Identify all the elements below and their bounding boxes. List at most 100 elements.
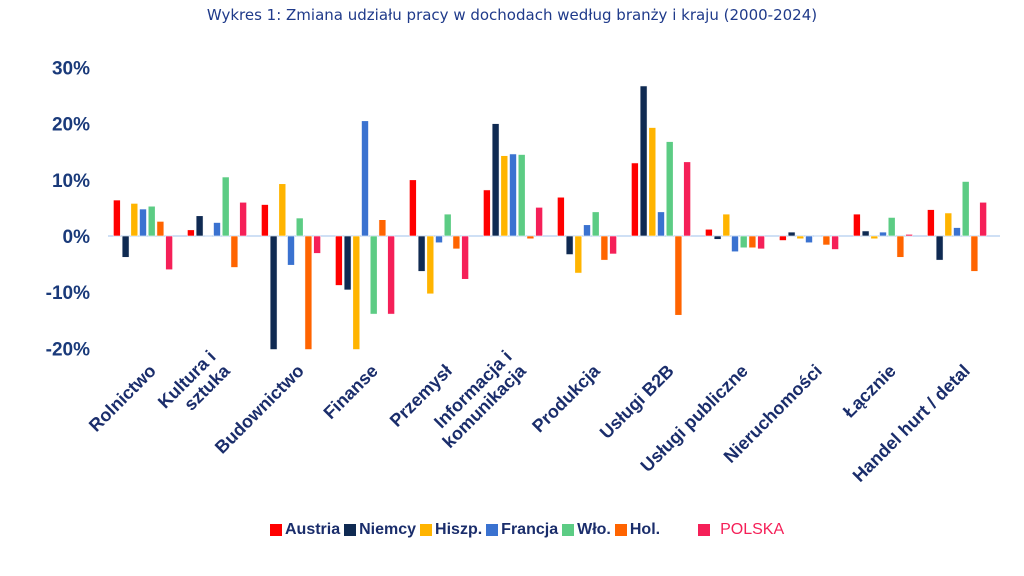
x-tick-label: Kultura isztuka <box>154 346 235 427</box>
legend-swatch <box>344 524 357 536</box>
legend-label: Hol. <box>629 521 661 538</box>
bar-polska <box>313 235 321 254</box>
bar-francja <box>213 222 221 237</box>
bar-wło <box>591 211 600 237</box>
bar-hol <box>526 235 535 240</box>
bar-austria <box>261 204 269 237</box>
bar-niemcy <box>343 235 352 291</box>
bar-wło <box>147 205 156 237</box>
bar-hiszp <box>130 203 139 237</box>
bar-francja <box>139 208 147 237</box>
bar-austria <box>705 228 713 237</box>
bar-francja <box>805 235 813 244</box>
bar-hiszp <box>352 235 361 350</box>
bar-austria <box>927 209 935 237</box>
bar-hiszp <box>574 235 583 274</box>
bar-polska <box>165 235 173 271</box>
bar-austria <box>187 229 195 237</box>
bar-hol <box>748 235 757 249</box>
legend-item: Hiszp. <box>420 521 482 539</box>
bar-wło <box>369 235 378 315</box>
bar-polska <box>683 161 691 237</box>
y-tick-label: 30% <box>52 58 90 79</box>
bar-hol <box>304 235 313 350</box>
bar-wło <box>887 217 896 237</box>
bar-francja <box>287 235 295 266</box>
legend-swatch <box>270 524 282 536</box>
bar-hiszp <box>648 127 657 237</box>
bar-niemcy <box>417 235 426 272</box>
legend-swatch <box>562 524 575 536</box>
bar-niemcy <box>639 85 648 237</box>
legend-label: Wło. <box>577 521 611 538</box>
bar-niemcy <box>861 230 870 237</box>
x-tick-label: Łącznie <box>839 361 900 422</box>
x-tick-label-line: Usługi B2B <box>596 361 678 443</box>
bar-hol <box>452 235 461 250</box>
bar-niemcy <box>195 215 204 237</box>
x-tick-label-line: Łącznie <box>839 361 900 422</box>
legend-swatch <box>486 524 499 536</box>
bar-hol <box>970 235 979 272</box>
bar-hol <box>822 235 831 246</box>
legend-label: Hiszp. <box>435 521 483 538</box>
x-tick-label-line: Produkcja <box>528 360 604 436</box>
bar-hiszp <box>944 212 953 237</box>
bar-francja <box>361 120 369 237</box>
x-tick-label-line: Rolnictwo <box>85 361 160 436</box>
x-tick-label-line: Finanse <box>320 361 382 423</box>
chart-title: Wykres 1: Zmiana udziału pracy w dochoda… <box>206 6 818 24</box>
legend-item: Hol. <box>614 521 661 539</box>
y-tick-label: 0% <box>63 227 91 248</box>
bar-hol <box>156 221 165 237</box>
bar-niemcy <box>491 123 500 237</box>
x-tick-label: Rolnictwo <box>85 361 160 436</box>
bar-austria <box>853 213 861 237</box>
legend-label: Austria <box>285 521 341 538</box>
legend-swatch <box>614 524 627 536</box>
bar-wło <box>739 235 748 249</box>
bar-polska <box>535 207 543 237</box>
bar-austria <box>631 162 639 237</box>
bar-polska <box>831 235 839 250</box>
bar-wło <box>443 213 452 237</box>
bar-hol <box>896 235 905 258</box>
legend-item: Wło. <box>562 521 611 539</box>
y-tick-label: -10% <box>46 283 90 304</box>
bar-francja <box>509 153 517 237</box>
bar-niemcy <box>713 235 722 240</box>
bar-hiszp <box>426 235 435 295</box>
bar-wło <box>961 181 970 237</box>
legend-swatch <box>420 524 433 536</box>
bar-hol <box>600 235 609 261</box>
bar-francja <box>879 231 887 237</box>
bar-francja <box>731 235 739 253</box>
bar-niemcy <box>121 235 130 258</box>
bar-hol <box>674 235 683 316</box>
bar-polska <box>979 201 987 237</box>
legend-label: Francja <box>501 521 559 538</box>
bar-hiszp <box>722 213 731 237</box>
x-tick-label: Usługi B2B <box>596 361 678 443</box>
bar-francja <box>583 224 591 237</box>
bar-francja <box>953 227 961 237</box>
bar-wło <box>665 141 674 237</box>
bar-niemcy <box>565 235 574 255</box>
bar-polska <box>387 235 395 315</box>
legend-label: POLSKA <box>720 521 785 538</box>
y-tick-label: 20% <box>52 115 90 136</box>
bar-polska <box>239 201 247 237</box>
bar-austria <box>557 196 565 237</box>
bar-polska <box>905 234 913 237</box>
bar-hiszp <box>796 235 805 240</box>
bar-wło <box>517 154 526 237</box>
bar-polska <box>757 235 765 250</box>
bar-austria <box>113 199 121 237</box>
legend-item: Francja <box>486 521 558 539</box>
bar-austria <box>409 179 417 237</box>
bar-hol <box>378 219 387 237</box>
bar-niemcy <box>787 231 796 237</box>
bar-hiszp <box>278 183 287 237</box>
bar-wło <box>295 217 304 237</box>
